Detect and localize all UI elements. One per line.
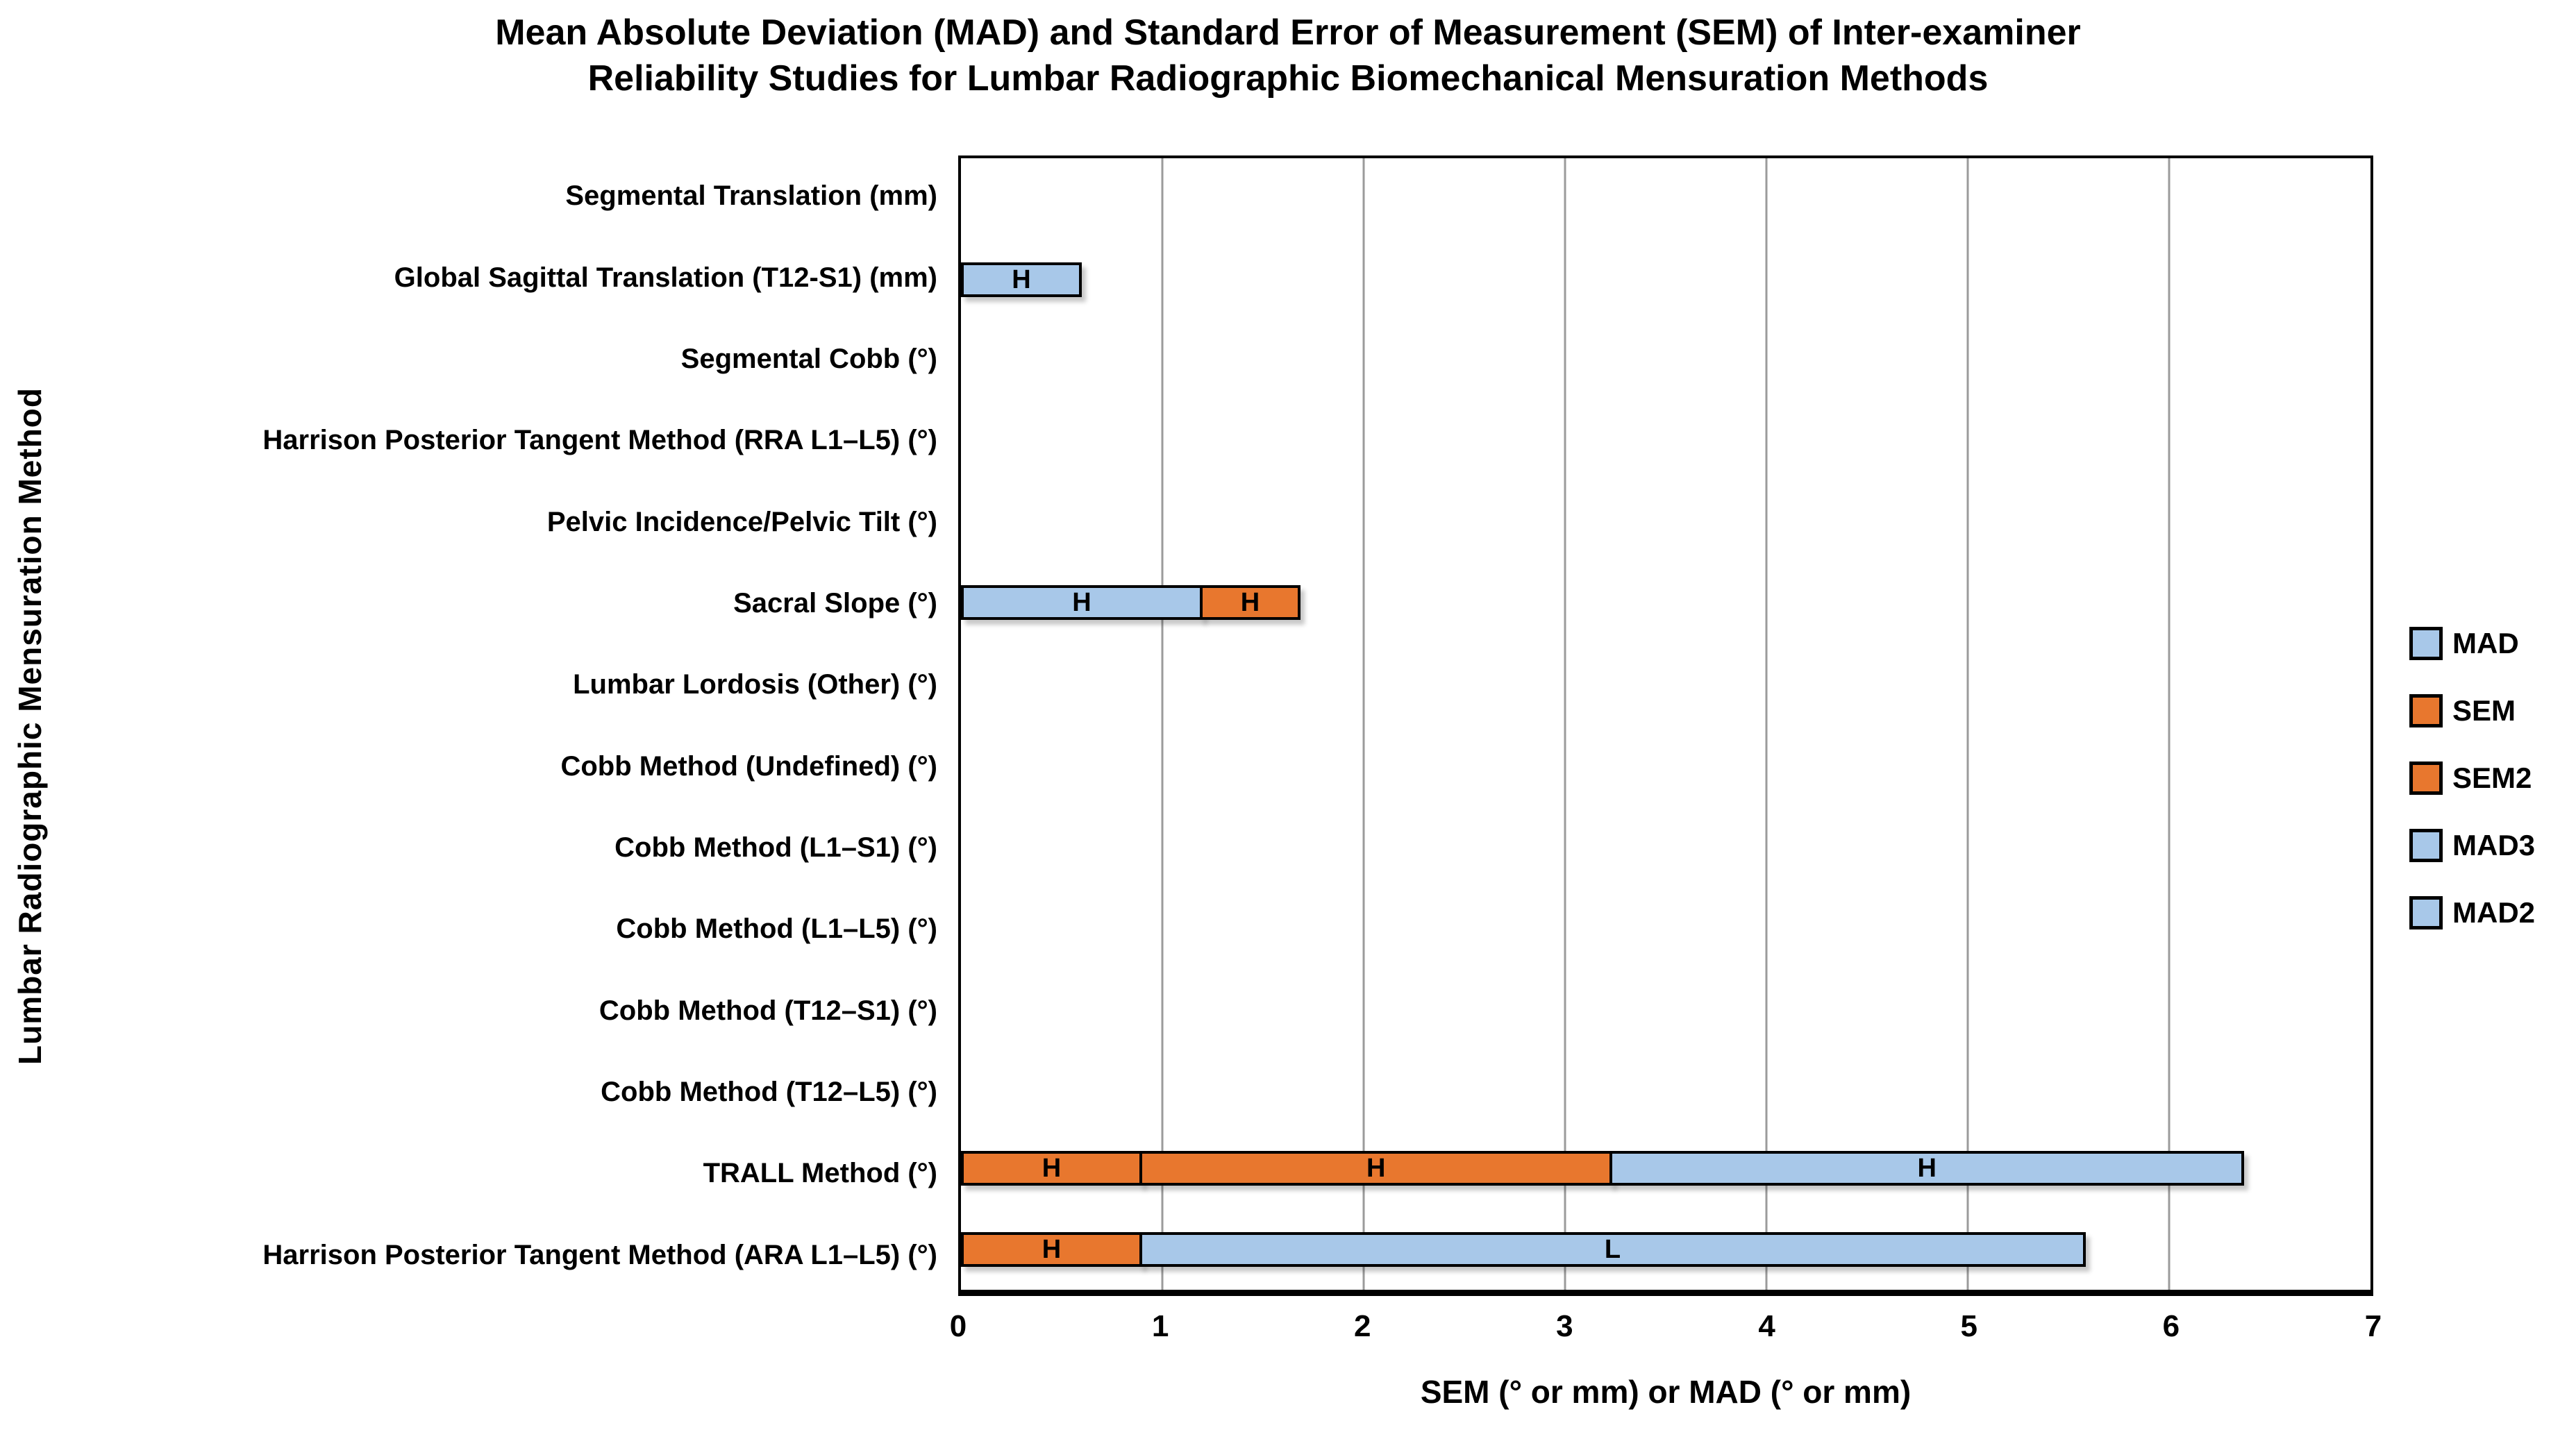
bar-row-6: [961, 643, 2370, 724]
category-label-11: Cobb Method (T12–L5) (°): [601, 1077, 937, 1108]
bar-segment-label: H: [1072, 588, 1092, 618]
x-tick-2: 2: [1354, 1309, 1371, 1343]
category-label-4: Pelvic Incidence/Pelvic Tilt (°): [546, 506, 937, 537]
bar-segment-mad2: L: [1139, 1231, 2086, 1267]
bar-segment-label: H: [1917, 1154, 1937, 1184]
bar-row-2: [961, 320, 2370, 401]
category-label-3: Harrison Posterior Tangent Method (RRA L…: [262, 425, 937, 456]
legend-swatch-mad: [2409, 627, 2443, 660]
bar-1: H: [961, 262, 2370, 297]
bar-row-7: [961, 724, 2370, 805]
bar-row-1: H: [961, 239, 2370, 319]
x-tick-6: 6: [2162, 1309, 2180, 1343]
category-label-5: Sacral Slope (°): [733, 587, 937, 618]
gridline-x2: [1362, 158, 1365, 1290]
x-tick-1: 1: [1151, 1309, 1169, 1343]
gridline-x6: [2168, 158, 2171, 1290]
category-axis: Segmental Translation (mm) Global Sagitta…: [0, 155, 937, 1296]
category-label-8: Cobb Method (L1–S1) (°): [614, 832, 937, 864]
gridline-x4: [1765, 158, 1768, 1290]
category-label-13: Harrison Posterior Tangent Method (ARA L…: [262, 1239, 937, 1270]
bar-segment-mad: H: [961, 262, 1082, 297]
legend-swatch-sem2: [2409, 761, 2443, 795]
bar-segment-label: H: [1240, 588, 1260, 618]
x-tick-5: 5: [1960, 1309, 1977, 1343]
bar-row-9: [961, 886, 2370, 966]
legend-entry-mad: MAD: [2409, 627, 2535, 660]
gridline-x1: [1161, 158, 1164, 1290]
legend-entry-sem: SEM: [2409, 694, 2535, 727]
category-label-12: TRALL Method (°): [703, 1158, 937, 1189]
bar-row-11: [961, 1047, 2370, 1128]
bar-row-8: [961, 805, 2370, 885]
bar-segment-label: H: [1012, 264, 1031, 294]
legend-label-sem2: SEM2: [2452, 761, 2532, 794]
category-label-9: Cobb Method (L1–L5) (°): [616, 914, 937, 945]
x-tick-4: 4: [1758, 1309, 1775, 1343]
bar-segment-label: L: [1604, 1234, 1621, 1264]
legend-entry-mad2: MAD2: [2409, 896, 2535, 929]
legend-entry-sem2: SEM2: [2409, 761, 2535, 795]
bar-row-10: [961, 966, 2370, 1047]
legend-label-mad: MAD: [2452, 627, 2519, 659]
bar-segment-sem: H: [961, 1151, 1142, 1186]
gridline-x5: [1966, 158, 1969, 1290]
legend: MAD SEM SEM2 MAD3 MAD2: [2409, 627, 2535, 929]
bar-segment-sem: H: [961, 1231, 1142, 1267]
chart-title-line2: Reliability Studies for Lumbar Radiograp…: [587, 58, 1989, 99]
category-label-0: Segmental Translation (mm): [565, 180, 937, 212]
legend-swatch-mad2: [2409, 896, 2443, 929]
x-axis-ticks: 0 1 2 3 4 5 6 7: [950, 1309, 2382, 1351]
bar-segment-sem: H: [1199, 585, 1300, 621]
bar-segment-label: H: [1042, 1234, 1062, 1264]
category-label-7: Cobb Method (Undefined) (°): [560, 750, 937, 782]
legend-swatch-mad3: [2409, 829, 2443, 862]
bar-segment-label: H: [1042, 1154, 1062, 1184]
legend-label-mad2: MAD2: [2452, 896, 2536, 929]
bar-segment-mad3: H: [1609, 1151, 2244, 1186]
x-tick-0: 0: [949, 1309, 967, 1343]
legend-label-mad3: MAD3: [2452, 829, 2536, 861]
bar-segment-sem2: H: [1139, 1151, 1613, 1186]
legend-label-sem: SEM: [2452, 694, 2516, 727]
category-label-6: Lumbar Lordosis (Other) (°): [573, 669, 937, 700]
bar-segment-mad: H: [961, 585, 1203, 621]
chart-title: Mean Absolute Deviation (MAD) and Standa…: [0, 10, 2576, 101]
legend-swatch-sem: [2409, 694, 2443, 727]
category-label-1: Global Sagittal Translation (T12-S1) (mm…: [394, 262, 937, 293]
category-label-2: Segmental Cobb (°): [680, 343, 937, 374]
x-tick-7: 7: [2364, 1309, 2382, 1343]
bar-row-4: [961, 482, 2370, 562]
bar-segment-label: H: [1366, 1154, 1386, 1184]
x-tick-3: 3: [1556, 1309, 1573, 1343]
category-label-10: Cobb Method (T12–S1) (°): [599, 995, 937, 1026]
gridline-x3: [1564, 158, 1566, 1290]
x-axis-title: SEM (° or mm) or MAD (° or mm): [1420, 1374, 1912, 1410]
bar-row-0: [961, 158, 2370, 239]
chart-title-line1: Mean Absolute Deviation (MAD) and Standa…: [495, 12, 2081, 53]
legend-entry-mad3: MAD3: [2409, 829, 2535, 862]
bar-row-3: [961, 401, 2370, 481]
